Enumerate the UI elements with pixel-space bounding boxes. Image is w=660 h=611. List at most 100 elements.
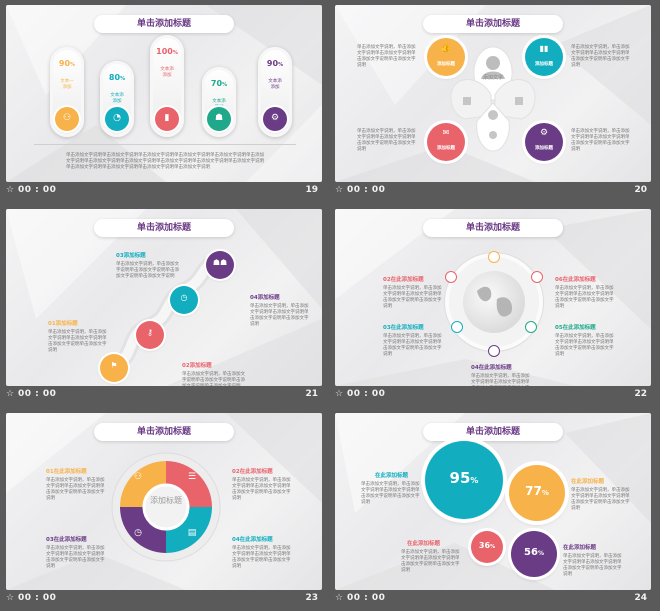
- slide-number: 21: [305, 389, 318, 399]
- percent-value: 56%: [524, 547, 544, 558]
- teal-circle: [170, 286, 198, 314]
- slide-canvas: 单击添加标题 ⚑ ⚷ ◷ ☗☗ 03添加标题 单击添加文字说明，单击添加文字说明…: [6, 209, 322, 386]
- slide-canvas: 单击添加标题 90% 文本一 添加 ⚇ 80% 文本添 添加 ◔ 100% 文本添 添加 ▮ 70…: [6, 5, 322, 182]
- item-heading: 在此添加标题: [571, 479, 605, 485]
- item-heading-02: 02在此添加标题: [383, 277, 424, 283]
- clock-icon: ◷: [180, 293, 188, 302]
- yellow-circle: [427, 38, 465, 76]
- percent-label: 90%: [266, 59, 284, 68]
- pie-chart-icon: ◔: [113, 113, 121, 123]
- item-heading-04: 04在此添加标题: [232, 537, 273, 543]
- star-icon[interactable]: ☆: [6, 185, 15, 195]
- body-text: 单击添加文字说明，单击添加文字说明单击添加文字说明单击添加文字说明单击添加文字说…: [401, 550, 460, 573]
- slide-canvas: 单击添加标题 添加标题 ⚇ ☰ ◷ ▤ 01在此添加标题 单击添加文字说明，单击…: [6, 413, 322, 590]
- star-icon[interactable]: ☆: [6, 389, 15, 399]
- item-heading-04: 04添加标题: [250, 295, 280, 301]
- body-text: 单击添加文字说明，单击添加文字说明单击添加文字说明单击添加文字说明单击添加文字说…: [46, 478, 105, 501]
- node-icon-left-top: [445, 271, 457, 283]
- globe-continents: [477, 286, 513, 317]
- key-icon: ⚷: [147, 328, 153, 337]
- slide-footer: ☆ 00 : 00 19: [6, 184, 322, 196]
- slide-canvas: 单击添加标题 02在此添加标题 单击添加文字说明，单击添加文字说明单击添加文字说…: [335, 209, 651, 386]
- bar-label: 文本添 添加: [160, 67, 174, 78]
- polygon-background: [6, 413, 322, 590]
- body-text: 单击添加文字说明，单击添加文字说明单击添加文字说明单击添加文字说明单击添加文字说…: [357, 45, 416, 68]
- percent-circle-purple: [511, 531, 557, 577]
- item-heading-06: 06在此添加标题: [555, 277, 596, 283]
- slide-timing: 00 : 00: [347, 185, 386, 195]
- bar-icon-circle: [55, 107, 79, 131]
- slide-number: 19: [305, 185, 318, 195]
- body-text: 单击添加文字说明，单击添加文字说明单击添加文字说明单击添加文字说明单击添加文字说…: [383, 334, 442, 357]
- percent-label: 90%: [58, 59, 76, 68]
- percent-circle-red: [471, 531, 503, 563]
- document-icon: ▤: [187, 528, 197, 538]
- item-label: 添加标题: [535, 62, 553, 67]
- body-text: 单击添加文字说明，单击添加文字说明单击添加文字说明单击添加文字说明单击添加文字说…: [571, 488, 630, 511]
- slide-thumbnail-22[interactable]: 单击添加标题 02在此添加标题 单击添加文字说明，单击添加文字说明单击添加文字说…: [329, 204, 651, 401]
- teal-circle: [525, 38, 563, 76]
- slide-number: 23: [305, 593, 318, 603]
- slide-timing: 00 : 00: [18, 593, 57, 603]
- slide-title: 单击添加标题: [423, 15, 563, 33]
- item-heading: 在此添加标题: [407, 541, 441, 547]
- slide-thumbnail-20[interactable]: 单击添加标题 添加文字 👍 添加标题 ▮▮ 添加标题: [329, 0, 651, 197]
- node-icon-right-top: [531, 271, 543, 283]
- gear-icon: ⚙: [270, 113, 280, 123]
- slide-thumbnail-24[interactable]: 单击添加标题 95% 77% 36% 56% 在此添加标题 单击添加文字说明，单…: [329, 408, 651, 605]
- body-text: 单击添加文字说明，单击添加文字说明单击添加文字说明单击添加文字说明单击添加文字说…: [46, 546, 105, 569]
- slide-timing: 00 : 00: [18, 185, 57, 195]
- stair-path: [108, 251, 228, 373]
- globe-icon: [463, 271, 525, 333]
- body-text: 单击添加文字说明，单击添加文字说明单击添加文字说明单击添加文字说明单击添加文字说…: [116, 262, 179, 279]
- bar-icon-circle: [263, 107, 287, 131]
- body-text: 单击添加文字说明，单击添加文字说明单击添加文字说明单击添加文字说明单击添加文字说…: [250, 304, 309, 327]
- slide-footer: ☆ 00 : 00 20: [335, 184, 651, 196]
- bar-chart-icon: ▮: [164, 113, 170, 123]
- slide-thumbnail-19[interactable]: 单击添加标题 90% 文本一 添加 ⚇ 80% 文本添 添加 ◔ 100% 文本添 添加 ▮ 70…: [0, 0, 322, 197]
- body-text: 单击添加文字说明，单击添加文字说明单击添加文字说明单击添加文字说明单击添加文字说…: [471, 374, 530, 385]
- list-icon: ☰: [187, 472, 197, 482]
- item-heading-03: 03在此添加标题: [383, 325, 424, 331]
- purple-circle: [525, 123, 563, 161]
- polygon-background: [335, 209, 651, 386]
- slide-thumbnail-23[interactable]: 单击添加标题 添加标题 ⚇ ☰ ◷ ▤ 01在此添加标题 单击添加文字说明，单击…: [0, 408, 322, 605]
- divider: [34, 144, 296, 145]
- body-text: 单击添加文字说明，单击添加文字说明单击添加文字说明单击添加文字说明单击添加文字说…: [182, 372, 245, 386]
- center-label: 添加文字: [482, 75, 503, 81]
- node-icon-bottom: [488, 345, 500, 357]
- item-heading-01: 01添加标题: [48, 321, 78, 327]
- star-icon[interactable]: ☆: [335, 185, 344, 195]
- bar-chart-icon: ▮▮: [539, 44, 549, 53]
- body-text: 单击添加文字说明，单击添加文字说明单击添加文字说明单击添加文字说明单击添加文字说…: [571, 45, 630, 68]
- people-icon: ⚇: [62, 113, 72, 123]
- team-icon: ☗☗: [212, 258, 228, 267]
- star-icon[interactable]: ☆: [6, 593, 15, 603]
- item-heading-04: 04在此添加标题: [471, 365, 512, 371]
- red-circle: [136, 321, 164, 349]
- item-label: 添加标题: [437, 146, 455, 151]
- percent-label: 80%: [108, 73, 126, 82]
- red-circle: [427, 123, 465, 161]
- body-text: 单击添加文字说明，单击添加文字说明单击添加文字说明单击添加文字说明单击添加文字说…: [232, 478, 291, 501]
- thumbs-up-icon: 👍: [440, 43, 452, 53]
- slide-thumbnail-21[interactable]: 单击添加标题 ⚑ ⚷ ◷ ☗☗ 03添加标题 单击添加文字说明，单击添加文字说明…: [0, 204, 322, 401]
- star-icon[interactable]: ☆: [335, 389, 344, 399]
- star-icon[interactable]: ☆: [335, 593, 344, 603]
- slide-footer: ☆ 00 : 00 23: [6, 592, 322, 604]
- clock-icon: ◷: [134, 528, 142, 538]
- body-text: 单击添加文字说明，单击添加文字说明单击添加文字说明单击添加文字说明单击添加文字说…: [563, 554, 622, 577]
- bar-label: 文本一 添加: [60, 79, 74, 90]
- person-icon: ⚑: [110, 361, 118, 370]
- item-heading: 在此添加标题: [563, 545, 597, 551]
- bar-label: 文本添 添加: [268, 79, 282, 90]
- percent-label: 70%: [210, 79, 228, 88]
- body-text: 单击添加文字说明单击添加文字说明单击添加文字说明单击添加文字说明单击添加文字说明…: [66, 153, 264, 170]
- item-heading-01: 01在此添加标题: [46, 469, 87, 475]
- percent-value: 77%: [525, 484, 549, 498]
- item-heading: 在此添加标题: [375, 473, 409, 479]
- node-icon-top: [488, 251, 500, 263]
- body-text: 单击添加文字说明，单击添加文字说明单击添加文字说明单击添加文字说明单击添加文字说…: [555, 286, 614, 309]
- slide-footer: ☆ 00 : 00 22: [335, 388, 651, 400]
